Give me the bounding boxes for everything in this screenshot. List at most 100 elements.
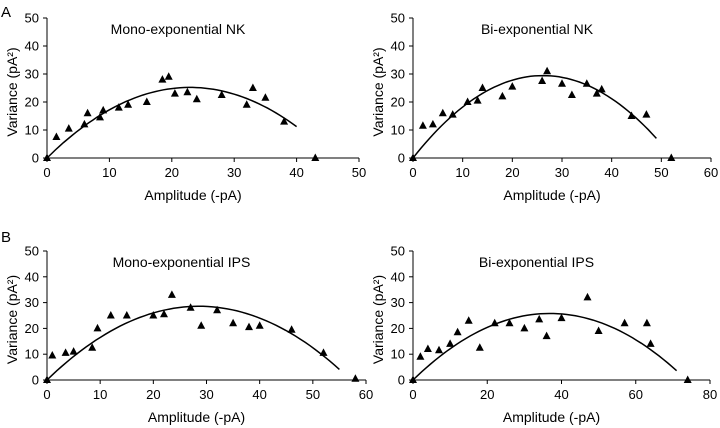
y-tick-label: 50 bbox=[25, 11, 39, 26]
y-tick-label: 20 bbox=[391, 321, 405, 336]
data-point bbox=[229, 318, 238, 327]
x-tick-label: 10 bbox=[455, 165, 469, 180]
data-point bbox=[170, 89, 179, 97]
y-tick-label: 40 bbox=[391, 269, 405, 284]
fit-curve bbox=[46, 86, 298, 159]
y-axis-label: Variance (pA²) bbox=[4, 47, 20, 136]
data-point bbox=[311, 153, 320, 161]
y-tick-label: 20 bbox=[25, 95, 39, 110]
y-tick-label: 50 bbox=[391, 244, 405, 259]
data-point bbox=[642, 110, 651, 118]
x-tick-label: 0 bbox=[43, 165, 50, 180]
data-point bbox=[93, 323, 102, 332]
y-tick-label: 0 bbox=[398, 151, 405, 166]
x-tick-label: 30 bbox=[199, 387, 213, 402]
data-point bbox=[446, 339, 455, 347]
data-point bbox=[192, 94, 201, 103]
x-tick-label: 20 bbox=[146, 387, 160, 402]
data-point bbox=[627, 111, 636, 119]
data-point bbox=[557, 313, 566, 322]
x-tick-label: 10 bbox=[102, 165, 116, 180]
data-point bbox=[83, 108, 92, 117]
data-point bbox=[114, 103, 123, 111]
data-point bbox=[508, 82, 517, 90]
data-point bbox=[423, 344, 432, 352]
data-point bbox=[478, 83, 487, 91]
chart-title: Bi-exponential NK bbox=[481, 21, 594, 37]
data-point bbox=[124, 100, 133, 108]
y-tick-label: 0 bbox=[32, 373, 39, 388]
data-point bbox=[542, 331, 551, 340]
data-point bbox=[646, 339, 655, 347]
data-point bbox=[255, 321, 264, 329]
data-point bbox=[142, 97, 151, 105]
data-point bbox=[543, 66, 552, 75]
data-point bbox=[80, 119, 89, 128]
x-tick-label: 60 bbox=[629, 387, 643, 402]
x-tick-label: 40 bbox=[554, 387, 568, 402]
data-point bbox=[43, 375, 51, 383]
x-tick-label: 40 bbox=[252, 387, 266, 402]
data-point bbox=[582, 79, 591, 87]
y-tick-label: 10 bbox=[391, 347, 405, 362]
x-tick-label: 0 bbox=[409, 165, 416, 180]
y-tick-label: 30 bbox=[25, 295, 39, 310]
y-tick-label: 0 bbox=[32, 151, 39, 166]
data-point bbox=[597, 84, 606, 93]
y-tick-label: 20 bbox=[25, 321, 39, 336]
data-point bbox=[620, 318, 629, 327]
y-tick-label: 40 bbox=[25, 39, 39, 54]
y-tick-label: 0 bbox=[398, 373, 405, 388]
x-tick-label: 40 bbox=[289, 165, 303, 180]
x-tick-label: 60 bbox=[359, 387, 373, 402]
data-point bbox=[592, 89, 601, 97]
y-axis-label: Variance (pA²) bbox=[370, 275, 386, 364]
data-point bbox=[453, 327, 462, 336]
data-point bbox=[106, 311, 115, 319]
data-point bbox=[475, 343, 484, 351]
data-point bbox=[69, 347, 78, 355]
data-point bbox=[498, 91, 507, 100]
y-tick-label: 50 bbox=[25, 244, 39, 259]
data-point bbox=[122, 311, 131, 319]
x-tick-label: 50 bbox=[352, 165, 366, 180]
x-tick-label: 40 bbox=[604, 165, 618, 180]
data-point bbox=[409, 153, 417, 161]
chart-mono-exponential-ips: 0 10 20 30 40 50 60 0 10 20 30 40 50 Mono-exponential… bbox=[4, 244, 373, 426]
data-point bbox=[217, 90, 226, 98]
data-point bbox=[280, 117, 289, 125]
data-point bbox=[642, 318, 651, 327]
fit-curve bbox=[46, 305, 340, 381]
data-point bbox=[261, 93, 270, 101]
data-point bbox=[213, 305, 222, 314]
x-tick-label: 50 bbox=[306, 387, 320, 402]
x-tick-label: 30 bbox=[227, 165, 241, 180]
x-axis-label: Amplitude (-pA) bbox=[148, 409, 245, 425]
chart-title: Mono-exponential NK bbox=[111, 21, 246, 37]
chart-title: Mono-exponential IPS bbox=[113, 254, 251, 270]
data-point bbox=[416, 352, 425, 360]
data-point bbox=[683, 375, 692, 383]
y-tick-label: 50 bbox=[391, 11, 405, 26]
data-point bbox=[186, 303, 195, 311]
panel-label-a: A bbox=[1, 4, 11, 21]
data-point bbox=[538, 76, 547, 84]
data-point bbox=[505, 318, 514, 327]
data-point bbox=[242, 100, 251, 108]
x-tick-label: 20 bbox=[480, 387, 494, 402]
x-tick-label: 20 bbox=[505, 165, 519, 180]
data-point bbox=[149, 311, 158, 319]
y-axis-label: Variance (pA²) bbox=[4, 275, 20, 364]
y-tick-label: 30 bbox=[391, 67, 405, 82]
chart-bi-exponential-nk: 0 10 20 30 40 50 60 0 10 20 30 40 50 Bi-exponential N… bbox=[370, 11, 718, 204]
y-axis-label: Variance (pA²) bbox=[370, 47, 386, 136]
x-axis-label: Amplitude (-pA) bbox=[144, 187, 241, 203]
data-point bbox=[435, 345, 443, 354]
data-point bbox=[535, 314, 544, 323]
x-tick-label: 10 bbox=[93, 387, 107, 402]
y-tick-label: 30 bbox=[391, 295, 405, 310]
y-tick-label: 20 bbox=[391, 95, 405, 110]
data-point bbox=[287, 325, 296, 333]
data-point bbox=[319, 348, 328, 356]
